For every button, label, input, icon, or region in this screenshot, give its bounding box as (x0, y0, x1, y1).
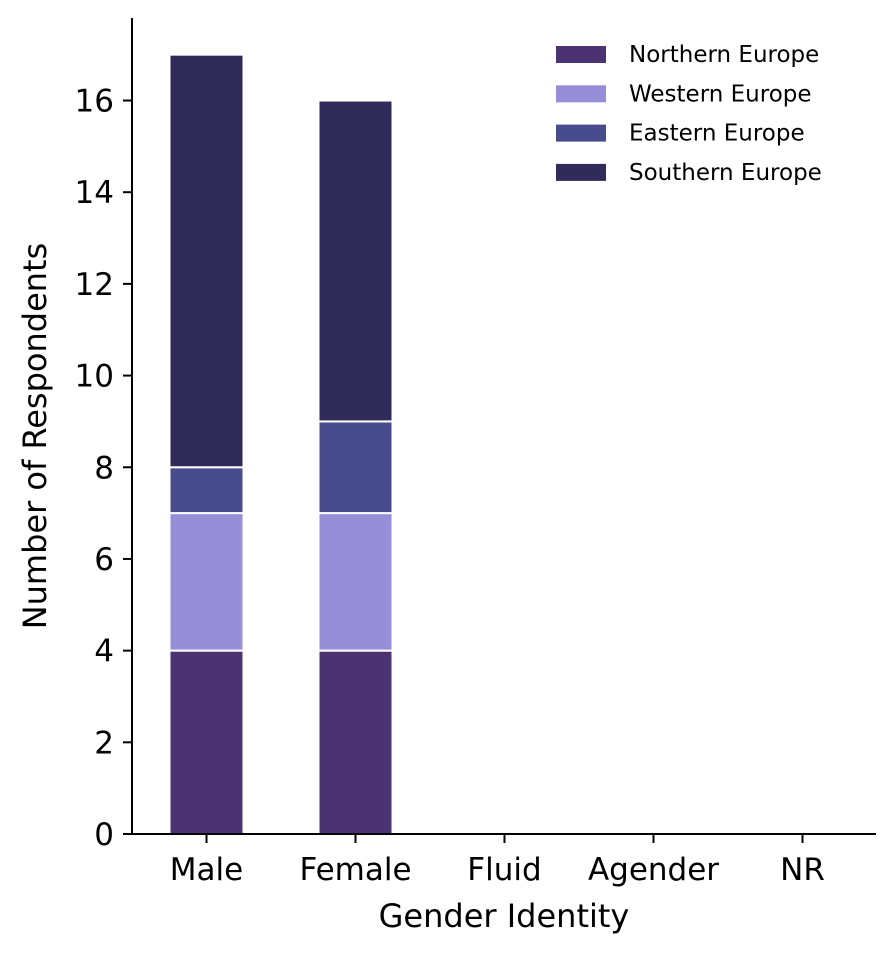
legend-label-southern-europe: Southern Europe (629, 160, 822, 186)
y-tick-label: 10 (75, 359, 114, 395)
legend-swatch-northern-europe (556, 46, 606, 63)
y-ticks: 0 2 4 6 8 10 12 14 16 (75, 84, 132, 853)
bar-segment-male-southern-europe (168, 53, 245, 469)
legend-swatch-eastern-europe (556, 124, 606, 142)
y-tick-label: 2 (94, 725, 114, 761)
bar-segment-female-eastern-europe (317, 420, 394, 515)
bars-group (168, 53, 394, 835)
x-tick-label-agender: Agender (588, 852, 719, 888)
bar-segment-female-northern-europe (317, 649, 394, 835)
x-tick-label-nr: NR (780, 852, 825, 888)
bar-segment-female-southern-europe (317, 99, 394, 423)
bar-segment-male-northern-europe (168, 649, 245, 835)
x-tick-label-fluid: Fluid (467, 852, 541, 888)
y-tick-label: 6 (94, 542, 114, 578)
x-axis-title: Gender Identity (379, 897, 630, 935)
y-tick-label: 4 (94, 634, 114, 670)
y-axis: 0 2 4 6 8 10 12 14 16 (75, 18, 133, 853)
bar-segment-male-western-europe (168, 512, 245, 652)
y-tick-label: 0 (94, 817, 114, 853)
x-tick-label-female: Female (299, 852, 411, 888)
y-axis-title: Number of Respondents (16, 243, 54, 630)
y-tick-label: 12 (75, 267, 114, 303)
legend-label-northern-europe: Northern Europe (629, 42, 819, 68)
legend-swatch-southern-europe (556, 163, 606, 181)
legend-label-eastern-europe: Eastern Europe (629, 121, 805, 147)
bar-segment-male-eastern-europe (168, 466, 245, 515)
bar-segment-female-western-europe (317, 512, 394, 652)
y-tick-label: 8 (94, 450, 114, 486)
legend-swatch-western-europe (556, 85, 606, 103)
y-tick-label: 16 (75, 84, 114, 120)
legend: Northern Europe Western Europe Eastern Eur… (556, 42, 822, 186)
x-ticks: Male Female Fluid Agender NR (170, 834, 825, 888)
legend-label-western-europe: Western Europe (629, 81, 812, 107)
y-tick-label: 14 (75, 175, 114, 211)
x-axis: Male Female Fluid Agender NR (131, 833, 876, 888)
x-tick-label-male: Male (170, 852, 243, 888)
